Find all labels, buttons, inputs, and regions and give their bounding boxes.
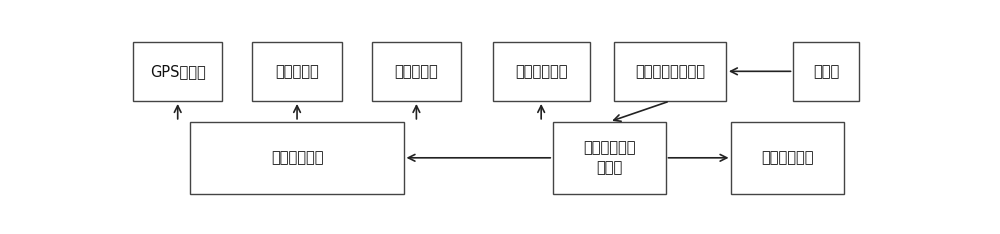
FancyBboxPatch shape [793,42,859,101]
FancyBboxPatch shape [731,122,844,194]
FancyBboxPatch shape [133,42,222,101]
FancyBboxPatch shape [372,42,461,101]
FancyBboxPatch shape [553,122,666,194]
FancyBboxPatch shape [614,42,726,101]
FancyBboxPatch shape [493,42,590,101]
Text: 嵌入式计算机: 嵌入式计算机 [761,150,814,165]
Text: 同步控制电路: 同步控制电路 [271,150,323,165]
Text: 充电器: 充电器 [813,64,840,79]
Text: GPS接收机: GPS接收机 [150,64,206,79]
Text: 声光报警装置: 声光报警装置 [515,64,567,79]
Text: 大容量锂离子电池: 大容量锂离子电池 [635,64,705,79]
Text: 触摸显示器: 触摸显示器 [395,64,438,79]
FancyBboxPatch shape [190,122,404,194]
FancyBboxPatch shape [252,42,342,101]
Text: 电源变送及控
制模块: 电源变送及控 制模块 [583,140,636,175]
Text: 光电编码器: 光电编码器 [275,64,319,79]
